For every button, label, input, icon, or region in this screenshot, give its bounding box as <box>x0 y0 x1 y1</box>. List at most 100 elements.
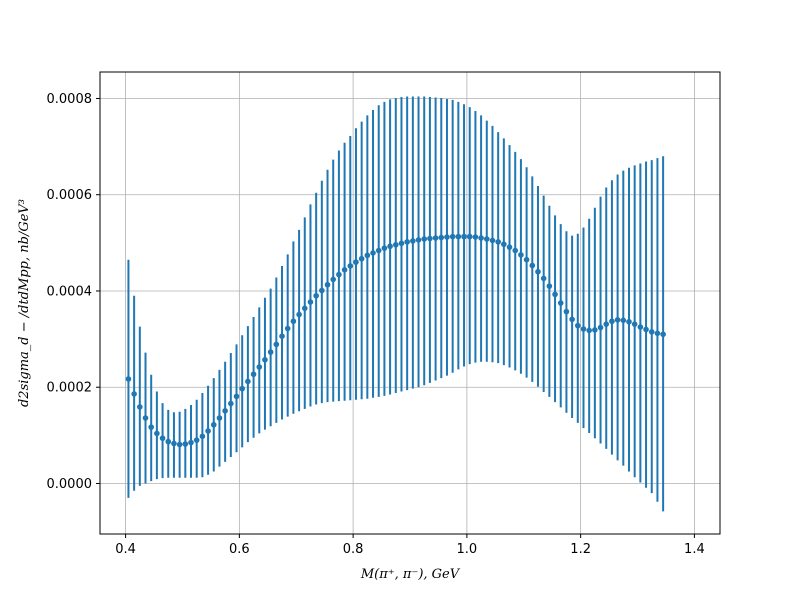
data-point <box>245 378 251 385</box>
x-tick-label: 1.0 <box>457 542 478 557</box>
x-axis-label: M(π⁺, π⁻), GeV <box>360 567 461 582</box>
data-point <box>284 325 291 332</box>
y-tick-label: 0.0008 <box>47 92 93 107</box>
y-tick-label: 0.0000 <box>47 477 93 492</box>
x-tick-label: 0.8 <box>343 542 364 557</box>
data-point <box>626 318 632 325</box>
data-point <box>410 238 416 244</box>
data-point <box>472 234 479 240</box>
error-bars <box>127 96 665 512</box>
grid <box>100 72 720 534</box>
data-point <box>483 236 490 242</box>
data-point <box>529 262 536 269</box>
data-point <box>347 263 354 269</box>
data-point <box>233 393 240 400</box>
data-point <box>535 268 541 275</box>
data-point <box>290 318 297 325</box>
data-point <box>631 321 638 327</box>
data-point <box>415 237 422 243</box>
data-point <box>660 331 666 338</box>
data-point <box>193 437 200 443</box>
data-point <box>324 281 331 288</box>
data-point <box>250 371 257 378</box>
data-point <box>210 421 217 428</box>
data-point <box>381 245 388 251</box>
data-point <box>131 391 137 397</box>
data-point <box>597 324 604 331</box>
data-point <box>455 233 462 240</box>
x-tick-label: 1.4 <box>684 542 705 557</box>
data-point <box>466 233 473 240</box>
data-point <box>375 247 382 254</box>
data-point <box>563 308 570 315</box>
data-point <box>307 299 314 305</box>
data-point <box>518 252 524 258</box>
data-point <box>506 244 513 250</box>
data-point <box>609 318 615 325</box>
x-tick-label: 0.6 <box>229 542 250 557</box>
data-point <box>199 433 206 440</box>
data-point <box>313 292 319 299</box>
data-point <box>489 237 496 244</box>
data-point <box>478 235 484 241</box>
data-point <box>495 239 501 245</box>
data-point <box>512 247 519 254</box>
data-point <box>273 341 280 348</box>
data-point <box>205 428 211 434</box>
data-point <box>296 311 302 318</box>
data-point <box>603 321 610 327</box>
data-point <box>239 385 246 392</box>
data-point <box>614 317 621 323</box>
data-point <box>176 441 183 448</box>
y-tick-label: 0.0006 <box>47 188 93 203</box>
plot-frame <box>99 71 721 535</box>
data-point <box>569 316 575 323</box>
data-point <box>222 408 228 414</box>
data-point <box>171 440 177 447</box>
data-point <box>387 243 393 250</box>
y-tick-label: 0.0002 <box>47 381 93 396</box>
data-point <box>444 234 450 240</box>
data-point <box>546 283 553 289</box>
data-point <box>398 240 405 247</box>
data-points <box>125 233 666 448</box>
data-point <box>301 305 308 312</box>
data-point <box>279 333 285 340</box>
data-point <box>216 415 223 421</box>
data-point <box>438 234 445 241</box>
x-tick-label: 1.2 <box>570 542 591 557</box>
data-point <box>256 364 263 370</box>
data-point <box>404 239 410 245</box>
data-point <box>262 356 268 363</box>
data-point <box>421 236 428 242</box>
data-point <box>159 435 166 442</box>
data-point <box>643 326 649 333</box>
data-point <box>341 266 348 273</box>
data-point <box>648 329 655 335</box>
data-point <box>154 430 160 437</box>
x-tick-label: 0.4 <box>115 542 136 557</box>
data-point <box>142 415 149 421</box>
y-axis-label: d2sigma_d − /dtdMpp, nb/GeV³ <box>17 199 32 407</box>
data-point <box>637 324 644 330</box>
data-point <box>125 376 132 382</box>
data-point <box>654 330 661 337</box>
data-point <box>449 233 456 240</box>
data-point <box>319 287 325 294</box>
data-point <box>267 349 274 355</box>
data-point <box>392 241 399 248</box>
data-point <box>336 271 342 278</box>
data-point <box>592 327 598 333</box>
y-axis: 0.0000 0.0002 0.0004 0.0006 0.0008 <box>47 92 100 492</box>
data-point <box>461 233 467 240</box>
data-point <box>620 317 627 324</box>
data-point <box>353 259 359 265</box>
data-point <box>574 322 581 329</box>
y-tick-label: 0.0004 <box>47 284 93 299</box>
data-point <box>432 235 439 241</box>
data-point <box>165 438 172 445</box>
data-point <box>540 275 547 282</box>
data-point <box>137 404 143 410</box>
data-point <box>427 235 433 242</box>
